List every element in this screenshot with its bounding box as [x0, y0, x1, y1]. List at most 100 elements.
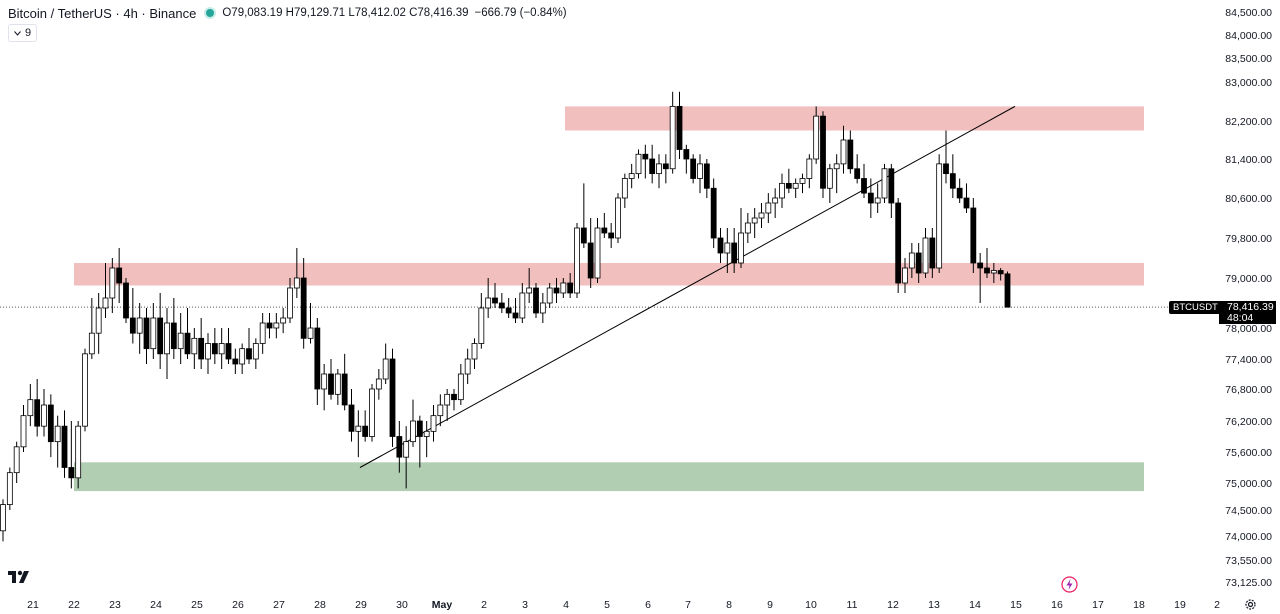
- symbol-title[interactable]: Bitcoin / TetherUS · 4h · Binance: [8, 5, 197, 21]
- time-tick-label: 2: [1214, 599, 1220, 611]
- candle: [840, 125, 847, 174]
- candle: [20, 405, 27, 452]
- candle-body: [389, 358, 396, 437]
- candle-body: [929, 237, 936, 269]
- candle-body: [382, 358, 389, 380]
- gear-icon[interactable]: [1244, 598, 1257, 611]
- candle: [27, 384, 34, 427]
- candle: [970, 198, 977, 273]
- candle: [526, 268, 533, 303]
- candle: [690, 154, 697, 184]
- candle-body: [888, 168, 895, 204]
- candle: [341, 353, 348, 411]
- price-tick-label: 84,000.00: [1225, 30, 1272, 42]
- candle: [54, 415, 61, 468]
- candle: [908, 243, 915, 278]
- candle-body: [697, 163, 703, 179]
- tradingview-logo-icon[interactable]: [8, 570, 34, 584]
- candle-body: [936, 163, 943, 269]
- candle: [990, 263, 997, 283]
- candle-body: [601, 227, 608, 234]
- candle: [519, 283, 526, 323]
- time-tick-label: 3: [522, 599, 528, 611]
- candle: [47, 394, 54, 458]
- candle: [314, 318, 321, 405]
- candle: [676, 91, 683, 159]
- candle: [75, 421, 82, 489]
- candle-body: [293, 277, 300, 289]
- candle-body: [27, 399, 34, 417]
- candle-body: [143, 317, 150, 350]
- candle-body: [806, 158, 813, 179]
- candle: [451, 389, 457, 411]
- time-tick-label: 22: [68, 599, 80, 611]
- candle-body: [348, 404, 355, 432]
- candle-body: [123, 282, 129, 319]
- trendline-layer: [359, 105, 1016, 468]
- candle-body: [150, 317, 157, 350]
- candle: [833, 154, 840, 194]
- candle-body: [895, 202, 902, 284]
- candle-body: [608, 232, 615, 239]
- candle-body: [184, 332, 191, 355]
- candle: [621, 173, 628, 208]
- time-tick-label: 29: [355, 599, 367, 611]
- candle-body: [594, 227, 601, 279]
- ohlc-values: O79,083.19 H79,129.71 L78,412.02 C78,416…: [222, 7, 469, 19]
- candle-body: [232, 358, 239, 365]
- candle-body: [539, 302, 546, 314]
- candle: [184, 308, 191, 359]
- candle-body: [744, 222, 751, 234]
- candle-body: [444, 393, 451, 406]
- candle-body: [403, 441, 410, 458]
- candle: [717, 228, 724, 263]
- candle: [369, 384, 375, 442]
- support-zone[interactable]: [74, 462, 1144, 492]
- candle-body: [662, 163, 669, 170]
- candle: [6, 467, 13, 510]
- candle-body: [0, 504, 6, 532]
- candle: [669, 91, 676, 174]
- candle: [321, 364, 328, 411]
- candle: [779, 173, 785, 208]
- candle-body: [116, 267, 123, 284]
- candle: [348, 389, 355, 442]
- lightning-icon[interactable]: [1061, 576, 1078, 593]
- candle-body: [492, 297, 498, 304]
- candle: [758, 203, 765, 228]
- candle-body: [758, 212, 765, 219]
- resistance-zone[interactable]: [565, 106, 1144, 131]
- time-tick-label: 21: [27, 599, 39, 611]
- candle-body: [990, 270, 997, 274]
- candle: [601, 213, 608, 238]
- price-tick-label: 75,000.00: [1225, 478, 1272, 490]
- candle-body: [82, 353, 88, 427]
- candle-body: [690, 158, 697, 179]
- candle: [287, 278, 293, 323]
- candle: [936, 154, 943, 273]
- price-tick-label: 73,550.00: [1225, 555, 1272, 567]
- candle-body: [416, 420, 423, 437]
- indicators-toggle-button[interactable]: 9: [8, 24, 38, 42]
- candle-body: [833, 163, 840, 170]
- time-tick-label: 13: [928, 599, 940, 611]
- candle: [977, 253, 984, 303]
- time-tick-label: 19: [1174, 599, 1186, 611]
- time-axis[interactable]: 21 22 23 24 25 26 27 28 29 30 May 2 3 4 5 6 7 8 9 10 11 12 13 1…: [27, 599, 1220, 611]
- candle: [239, 343, 246, 374]
- candle-body: [218, 343, 225, 355]
- trendline[interactable]: [359, 105, 1016, 468]
- candle: [649, 144, 656, 184]
- candle-body: [717, 237, 724, 254]
- candle: [211, 328, 218, 364]
- price-axis[interactable]: 84,500.00 84,000.00 83,500.00 83,000.00 82,2…: [1225, 7, 1272, 589]
- candle-body: [1004, 273, 1011, 308]
- time-tick-label: 23: [109, 599, 121, 611]
- time-tick-label: 15: [1010, 599, 1022, 611]
- current-price-tag: 78,416.39 48:04: [1219, 301, 1276, 324]
- candle: [293, 248, 300, 298]
- candle: [922, 228, 929, 278]
- candle: [806, 154, 813, 189]
- resistance-zone[interactable]: [74, 263, 1144, 286]
